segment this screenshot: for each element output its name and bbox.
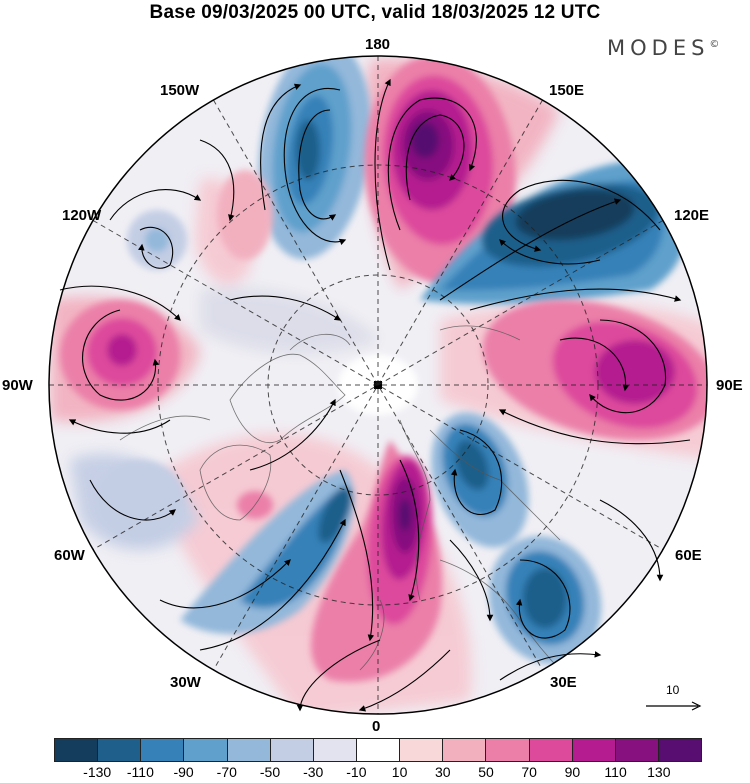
anomaly-lobe bbox=[455, 440, 489, 490]
reference-vector-arrow bbox=[646, 701, 702, 711]
colorbar bbox=[54, 738, 702, 762]
graticule bbox=[49, 56, 707, 714]
colorbar-tick-label: -90 bbox=[173, 764, 194, 780]
colorbar-tick-label: 130 bbox=[647, 764, 671, 780]
anomaly-lobe bbox=[318, 487, 352, 543]
colorbar-tick-label: 110 bbox=[604, 764, 627, 780]
colorbar-segment bbox=[227, 739, 271, 761]
colorbar-segment bbox=[356, 739, 401, 761]
colorbar-segment bbox=[615, 739, 659, 761]
anomaly-lobe bbox=[107, 334, 137, 366]
anomaly-lobe bbox=[296, 120, 320, 180]
colorbar-tick-label: 70 bbox=[521, 764, 537, 780]
colorbar-tick-label: 30 bbox=[435, 764, 451, 780]
wind-streamlines bbox=[59, 78, 691, 712]
lon-label-150e: 150E bbox=[549, 82, 585, 99]
colorbar-tick-label: 90 bbox=[564, 764, 581, 780]
colorbar-tick-label: 10 bbox=[391, 764, 408, 780]
colorbar-segment bbox=[443, 739, 487, 761]
anomaly-lobe bbox=[217, 170, 273, 260]
lon-label-30w: 30W bbox=[170, 674, 201, 691]
lon-label-right: 90E bbox=[716, 377, 743, 394]
colorbar-tick-label: -30 bbox=[303, 764, 324, 780]
map-boundary bbox=[48, 55, 708, 715]
colorbar-segment bbox=[270, 739, 314, 761]
chart-title: Base 09/03/2025 00 UTC, valid 18/03/2025… bbox=[149, 2, 601, 23]
lon-label-left: 90W bbox=[2, 377, 33, 394]
lon-label-top: 180 bbox=[365, 36, 391, 53]
colorbar-segment bbox=[400, 739, 444, 761]
lon-label-150w: 150W bbox=[160, 82, 200, 99]
lon-label-60e: 60E bbox=[675, 547, 702, 564]
colorbar-segment bbox=[529, 739, 573, 761]
anomaly-lobe bbox=[180, 470, 355, 634]
anomaly-negative-arctic-band bbox=[200, 287, 380, 354]
lon-label-bottom: 0 bbox=[372, 718, 381, 735]
lon-label-30e: 30E bbox=[550, 674, 577, 691]
colorbar-tick-label: -130 bbox=[83, 764, 112, 780]
colorbar-segment bbox=[313, 739, 357, 761]
colorbar-segment bbox=[486, 739, 530, 761]
reference-vector-label: 10 bbox=[666, 683, 680, 697]
colorbar-tick-label: 50 bbox=[478, 764, 494, 780]
anomaly-lobe bbox=[95, 460, 185, 540]
colorbar-segment bbox=[572, 739, 616, 761]
colorbar-segment bbox=[55, 739, 99, 761]
brand-text: MODES bbox=[607, 36, 710, 60]
colorbar-segment bbox=[98, 739, 142, 761]
anomaly-field bbox=[49, 56, 707, 714]
lon-label-120w: 120W bbox=[62, 207, 102, 224]
lon-label-120e: 120E bbox=[674, 207, 710, 224]
anomaly-lobe bbox=[411, 122, 439, 158]
colorbar-ticks: -130 -110 -90 -70 -50 -30 -10 10 30 50 70 90 110 130 bbox=[54, 764, 702, 782]
colorbar-tick-label: -10 bbox=[346, 764, 367, 780]
anomaly-lobe bbox=[399, 499, 411, 531]
lon-label-60w: 60W bbox=[54, 547, 85, 564]
colorbar-tick-label: -70 bbox=[216, 764, 237, 780]
anomaly-lobe bbox=[145, 228, 169, 252]
colorbar-segment bbox=[658, 739, 702, 761]
copyright-mark: © bbox=[709, 39, 725, 50]
colorbar-segment bbox=[184, 739, 228, 761]
anomaly-lobe bbox=[595, 340, 675, 404]
colorbar-tick-label: -110 bbox=[126, 764, 154, 780]
anomaly-lobe bbox=[515, 189, 635, 241]
anomaly-lobe bbox=[523, 568, 567, 628]
colorbar-segment bbox=[141, 739, 185, 761]
modes-logo: MODES© bbox=[607, 36, 724, 60]
colorbar-tick-label: -50 bbox=[259, 764, 281, 780]
